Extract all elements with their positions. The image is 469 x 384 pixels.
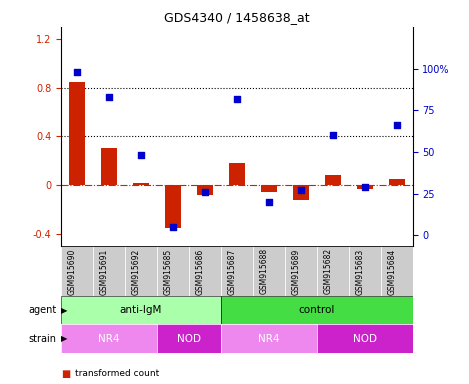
Point [201, 189, 209, 195]
Bar [61, 324, 157, 353]
Text: GSM915690: GSM915690 [68, 248, 77, 295]
Point [329, 132, 337, 138]
Bar [133, 182, 149, 185]
Text: ▶: ▶ [61, 306, 68, 314]
Bar [101, 149, 117, 185]
Point [137, 152, 144, 158]
Text: GSM915683: GSM915683 [356, 248, 365, 295]
Bar [325, 175, 341, 185]
Bar [157, 246, 189, 296]
Text: agent: agent [28, 305, 56, 315]
Bar [221, 246, 253, 296]
Bar [285, 246, 317, 296]
Bar [349, 246, 381, 296]
Text: GSM915688: GSM915688 [260, 248, 269, 295]
Text: GSM915686: GSM915686 [196, 248, 205, 295]
Bar [381, 246, 413, 296]
Bar [189, 246, 221, 296]
Bar [157, 324, 221, 353]
Point [265, 199, 272, 205]
Bar [317, 246, 349, 296]
Title: GDS4340 / 1458638_at: GDS4340 / 1458638_at [164, 11, 310, 24]
Point [105, 94, 113, 100]
Text: control: control [299, 305, 335, 315]
Bar [125, 246, 157, 296]
Point [73, 69, 81, 75]
Bar [317, 324, 413, 353]
Bar [389, 179, 405, 185]
Text: anti-IgM: anti-IgM [120, 305, 162, 315]
Text: ▶: ▶ [61, 334, 68, 343]
Point [297, 187, 304, 194]
Text: GSM915687: GSM915687 [228, 248, 237, 295]
Text: NR4: NR4 [98, 334, 120, 344]
Text: GSM915689: GSM915689 [292, 248, 301, 295]
Text: transformed count: transformed count [75, 369, 159, 377]
Point [233, 96, 241, 102]
Text: ■: ■ [61, 369, 70, 379]
Bar [293, 185, 309, 200]
Bar [69, 81, 85, 185]
Point [361, 184, 369, 190]
Text: NOD: NOD [177, 334, 201, 344]
Bar [357, 185, 373, 189]
Bar [261, 185, 277, 192]
Text: strain: strain [28, 334, 56, 344]
Bar [93, 246, 125, 296]
Bar [221, 296, 413, 324]
Bar [61, 296, 221, 324]
Text: NOD: NOD [353, 334, 377, 344]
Text: GSM915691: GSM915691 [100, 248, 109, 295]
Text: GSM915684: GSM915684 [388, 248, 397, 295]
Bar [229, 163, 245, 185]
Text: GSM915682: GSM915682 [324, 248, 333, 295]
Bar [165, 185, 181, 227]
Point [169, 224, 177, 230]
Point [393, 122, 401, 128]
Bar [221, 324, 317, 353]
Text: GSM915692: GSM915692 [132, 248, 141, 295]
Text: NR4: NR4 [258, 334, 280, 344]
Bar [253, 246, 285, 296]
Bar [61, 246, 93, 296]
Bar [197, 185, 213, 195]
Text: GSM915685: GSM915685 [164, 248, 173, 295]
